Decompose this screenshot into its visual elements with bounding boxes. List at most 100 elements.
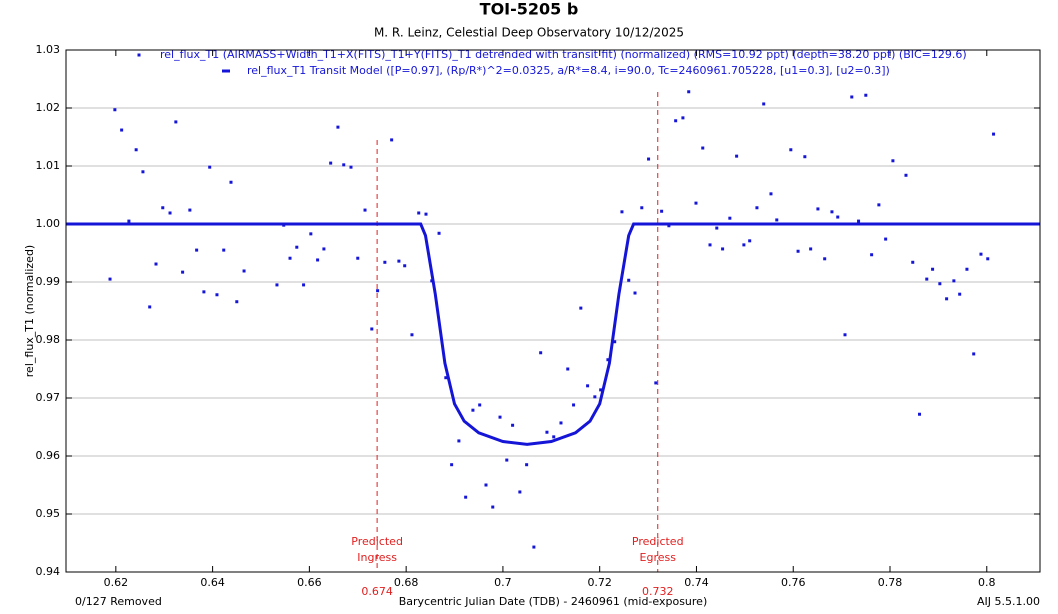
data-point <box>816 207 820 211</box>
data-point <box>376 289 380 293</box>
data-point <box>938 282 942 286</box>
data-point <box>918 412 922 416</box>
data-point <box>539 351 543 355</box>
data-point <box>850 95 854 99</box>
data-point <box>208 165 212 169</box>
x-tick-label: 0.62 <box>104 576 129 589</box>
data-point <box>505 458 509 462</box>
data-point <box>215 293 219 297</box>
x-tick-label: 0.72 <box>587 576 612 589</box>
data-point <box>877 203 881 207</box>
data-point <box>775 218 779 222</box>
data-point <box>532 545 536 549</box>
data-point <box>755 206 759 210</box>
data-point <box>457 439 461 443</box>
data-point <box>518 490 522 494</box>
y-tick-label: 0.96 <box>36 449 61 462</box>
data-point <box>762 102 766 106</box>
data-point <box>397 259 401 263</box>
x-axis-label: Barycentric Julian Date (TDB) - 2460961 … <box>399 595 708 608</box>
legend-marker <box>137 53 141 57</box>
data-point <box>566 367 570 371</box>
data-point <box>202 290 206 294</box>
chart-title: TOI-5205 b <box>480 0 579 19</box>
data-point <box>681 116 685 120</box>
data-point <box>701 146 705 150</box>
predicted-x-label: 0.732 <box>642 585 674 598</box>
data-point <box>599 388 603 392</box>
data-point <box>370 327 374 331</box>
y-tick-label: 0.95 <box>36 507 61 520</box>
data-point <box>559 421 563 425</box>
y-tick-label: 0.97 <box>36 391 61 404</box>
predicted-label: Predicted <box>632 535 684 548</box>
data-point <box>687 90 691 94</box>
data-point <box>113 108 117 112</box>
data-point <box>302 283 306 287</box>
data-point <box>789 148 793 152</box>
data-point <box>444 376 448 380</box>
data-point <box>174 120 178 124</box>
data-point <box>464 495 468 499</box>
data-point <box>979 252 983 256</box>
y-tick-label: 0.98 <box>36 333 61 346</box>
data-point <box>891 159 895 163</box>
data-point <box>694 201 698 205</box>
predicted-x-label: 0.674 <box>361 585 393 598</box>
data-point <box>141 170 145 174</box>
data-point <box>383 260 387 264</box>
data-point <box>735 154 739 158</box>
data-point <box>181 270 185 274</box>
data-point <box>992 132 996 136</box>
data-point <box>958 292 962 296</box>
data-point <box>450 463 454 467</box>
data-point <box>830 210 834 214</box>
data-point <box>552 435 556 439</box>
x-tick-label: 0.7 <box>494 576 512 589</box>
data-point <box>417 211 421 215</box>
data-point <box>884 237 888 241</box>
predicted-label: Predicted <box>351 535 403 548</box>
data-point <box>275 283 279 287</box>
data-point <box>161 206 165 210</box>
data-point <box>769 192 773 196</box>
data-point <box>986 257 990 261</box>
data-point <box>823 257 827 261</box>
data-point <box>349 165 353 169</box>
data-point <box>647 157 651 161</box>
legend-label: rel_flux_T1 (AIRMASS+Width_T1+X(FITS)_T1… <box>160 48 967 61</box>
y-tick-label: 0.99 <box>36 275 61 288</box>
y-tick-label: 0.94 <box>36 565 61 578</box>
x-tick-label: 0.64 <box>200 576 225 589</box>
data-point <box>356 256 360 260</box>
data-point <box>288 256 292 260</box>
data-point <box>525 463 529 467</box>
data-point <box>613 340 617 344</box>
data-point <box>708 243 712 247</box>
data-point <box>120 128 124 132</box>
data-point <box>748 239 752 243</box>
data-point <box>309 232 313 236</box>
data-point <box>870 253 874 257</box>
x-tick-label: 0.78 <box>878 576 903 589</box>
data-point <box>904 173 908 177</box>
data-point <box>188 208 192 212</box>
predicted-label: Egress <box>640 551 677 564</box>
data-point <box>742 243 746 247</box>
data-point <box>674 119 678 123</box>
x-tick-label: 0.74 <box>684 576 709 589</box>
data-point <box>168 211 172 215</box>
data-point <box>242 269 246 273</box>
chart-subtitle: M. R. Leinz, Celestial Deep Observatory … <box>374 26 684 40</box>
legend-label: rel_flux_T1 Transit Model ([P=0.97], (Rp… <box>247 64 890 77</box>
data-point <box>329 161 333 165</box>
data-point <box>403 264 407 268</box>
data-point <box>229 180 233 184</box>
data-point <box>803 155 807 159</box>
data-point <box>911 260 915 264</box>
y-tick-label: 1.03 <box>36 43 61 56</box>
data-point <box>511 423 515 427</box>
data-point <box>952 279 956 283</box>
x-tick-label: 0.68 <box>394 576 419 589</box>
